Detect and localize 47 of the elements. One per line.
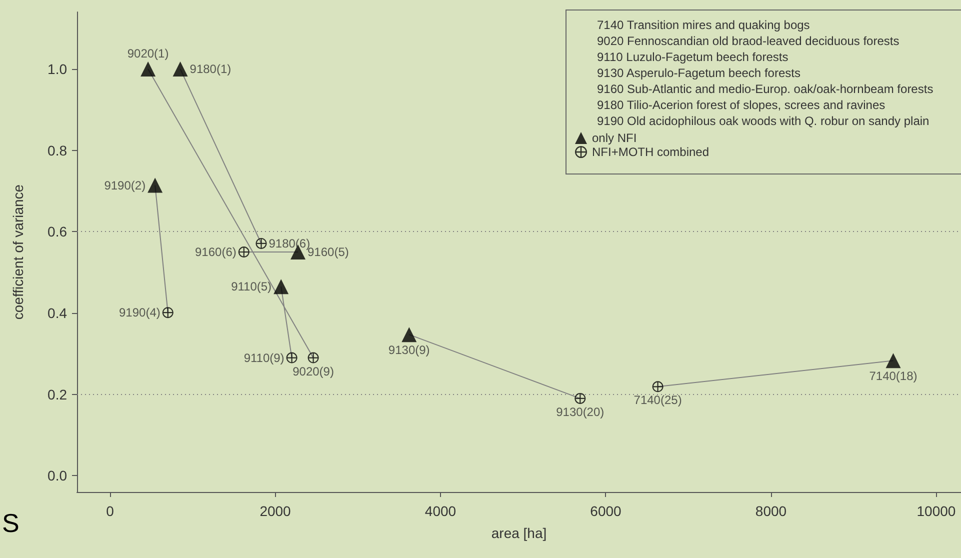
annotation: 9180 Tilio-Acerion forest of slopes, screes and ravines [597, 98, 886, 112]
data-label: 7140(25) [634, 393, 682, 408]
x-axis-title: area [ha] [491, 525, 547, 541]
point [308, 352, 319, 364]
data-label: 9160(6) [195, 245, 236, 259]
point [148, 178, 163, 193]
annotation: 9190 Old acidophilous oak woods with Q. robur on sandy plain [597, 114, 930, 128]
data-label: 9180(1) [190, 62, 232, 76]
text: S [2, 508, 20, 538]
data-label: 9110(9) [244, 350, 284, 365]
annotation: 9160 Sub-Atlantic and medio-Europ. oak/oak-hornbeam forests [597, 82, 934, 96]
data-label: 9190(2) [104, 178, 146, 192]
y-tick-label: 0.0 [48, 468, 68, 484]
data-label: 9180(6) [268, 236, 310, 250]
y-tick-label: 0.4 [48, 305, 68, 322]
x-tick-label: 8000 [755, 503, 787, 519]
y-axis-title: coefficient of variance [10, 184, 26, 320]
annotation: 7140 Transition mires and quaking bogs [597, 18, 810, 32]
y-tick-label: 0.8 [48, 142, 68, 158]
y-tick-label: 0.6 [48, 224, 68, 240]
y-tick-label: 1.0 [48, 60, 68, 77]
x-tick-label: 2000 [260, 503, 292, 519]
legend-label: NFI+MOTH combined [592, 145, 710, 159]
data-label: 9020(9) [292, 364, 334, 378]
legend-label: only NFI [592, 131, 637, 145]
point [256, 238, 267, 249]
annotation: 9110 Luzulo-Fagetum beech forests [597, 50, 788, 64]
x-tick-label: 6000 [590, 503, 622, 519]
annotation: 9130 Asperulo-Fagetum beech forests [597, 66, 800, 80]
point [652, 381, 664, 392]
data-label: 9110(5) [231, 280, 272, 294]
data-label: 9190(4) [119, 306, 160, 320]
point [172, 61, 188, 76]
data-label: 9130(20) [556, 404, 604, 419]
data-label: 9130(9) [388, 343, 430, 358]
point [886, 353, 901, 368]
point [402, 327, 417, 342]
point [140, 61, 156, 76]
data-label: 7140(18) [869, 369, 918, 384]
x-tick-label: 4000 [424, 503, 456, 519]
x-tick-label: 10000 [916, 503, 956, 519]
point [286, 352, 298, 364]
annotation: 9020 Fennoscandian old braod-leaved deciduous forests [597, 34, 900, 48]
data-label: 9020(1) [127, 46, 169, 60]
y-tick-label: 0.2 [48, 386, 68, 402]
x-tick-label: 0 [106, 503, 114, 519]
point [274, 279, 289, 294]
